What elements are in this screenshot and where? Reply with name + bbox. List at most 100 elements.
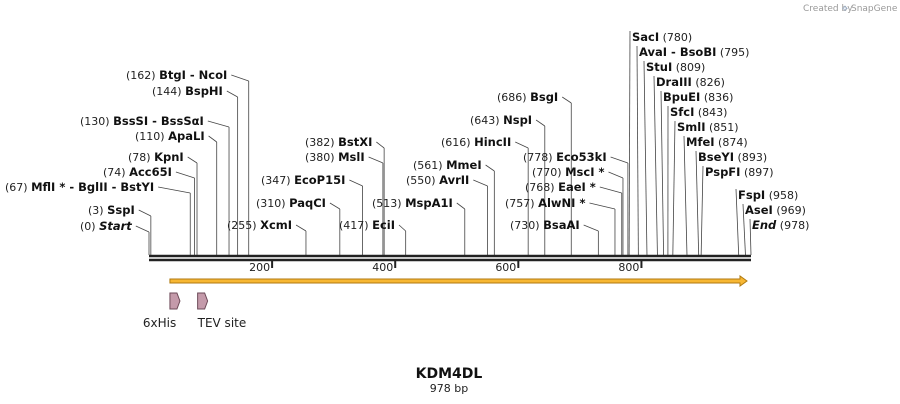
cut-site-label[interactable]: (730) BsaAI — [510, 218, 580, 232]
cut-site-label[interactable]: (757) AlwNI * — [505, 196, 585, 210]
cut-site-avai[interactable]: AvaI - BsoBI (795) — [639, 45, 749, 59]
cut-site-label[interactable]: (643) NspI — [470, 113, 532, 127]
cut-site-label[interactable]: (162) BtgI - NcoI — [126, 68, 227, 82]
cut-site-msli[interactable]: (380) MslI — [305, 150, 365, 164]
cut-site-kpni[interactable]: (78) KpnI — [128, 150, 184, 164]
cut-site-ecii[interactable]: (417) EciI — [339, 218, 395, 232]
feature-arrow[interactable] — [169, 292, 181, 310]
cut-site-leader — [207, 120, 230, 128]
cut-site-label[interactable]: SmlI (851) — [677, 120, 739, 134]
enzyme-name: AvaI — [639, 45, 667, 59]
cut-site-label[interactable]: (616) HincII — [441, 135, 511, 149]
cut-site-label[interactable]: (768) EaeI * — [525, 180, 596, 194]
cut-site-label[interactable]: (770) MscI * — [532, 165, 605, 179]
cut-site-asei[interactable]: AseI (969) — [745, 203, 806, 217]
cut-site-label[interactable]: (513) MspA1I — [372, 196, 453, 210]
cut-site-apali[interactable]: (110) ApaLI — [135, 129, 205, 143]
cut-site-bsgi[interactable]: (686) BsgI — [497, 90, 558, 104]
cut-site-fspi[interactable]: FspI (958) — [738, 188, 798, 202]
cut-site-label[interactable]: (417) EciI — [339, 218, 395, 232]
cut-site-mfli[interactable]: (67) MflI * - BglII - BstYI — [5, 180, 154, 194]
cut-site-label[interactable]: SfcI (843) — [670, 105, 727, 119]
cut-site-bsaai[interactable]: (730) BsaAI — [510, 218, 580, 232]
cut-site-label[interactable]: (3) SspI — [88, 203, 135, 217]
cut-site-label[interactable]: (130) BssSI - BssSαI — [80, 114, 204, 128]
snapgene-logo-icon: ⟡ — [842, 4, 848, 14]
enzyme-name: AlwNI * — [538, 196, 585, 210]
cut-site-msci[interactable]: (770) MscI * — [532, 165, 605, 179]
cut-site-end[interactable]: End (978) — [752, 218, 809, 232]
cut-site-label[interactable]: (310) PaqCI — [256, 196, 326, 210]
cut-site-ecop15i[interactable]: (347) EcoP15I — [261, 173, 345, 187]
cut-site-saci[interactable]: SacI (780) — [632, 30, 692, 44]
feature-6xhis[interactable]: 6xHis — [143, 292, 181, 330]
cut-site-smli[interactable]: SmlI (851) — [677, 120, 739, 134]
cut-site-eaei[interactable]: (768) EaeI * — [525, 180, 596, 194]
cut-site-xcmi[interactable]: (255) XcmI — [227, 218, 292, 232]
cut-site-leader — [473, 179, 488, 187]
cut-site-mspa1i[interactable]: (513) MspA1I — [372, 196, 453, 210]
cut-site-label[interactable]: (144) BspHI — [152, 84, 223, 98]
cut-site-leader — [561, 96, 572, 104]
feature-tev[interactable]: TEV site — [197, 292, 247, 330]
cut-site-sfci[interactable]: SfcI (843) — [670, 105, 727, 119]
cut-site-label[interactable]: (778) Eco53kI — [523, 150, 607, 164]
cut-site-leader — [138, 209, 152, 217]
cut-site-acc65i[interactable]: (74) Acc65I — [103, 165, 172, 179]
cut-site-label[interactable]: (561) MmeI — [413, 158, 482, 172]
cut-site-paqci[interactable]: (310) PaqCI — [256, 196, 326, 210]
cut-site-label[interactable]: BpuEI (836) — [663, 90, 733, 104]
cut-site-bsssi[interactable]: (130) BssSI - BssSαI — [80, 114, 204, 128]
cut-site-label[interactable]: (255) XcmI — [227, 218, 292, 232]
cut-site-draiii[interactable]: DraIII (826) — [656, 75, 725, 89]
cut-site-leader — [589, 202, 616, 210]
cut-site-sspi[interactable]: (3) SspI — [88, 203, 135, 217]
cut-site-label[interactable]: (382) BstXI — [305, 135, 372, 149]
cut-site-pspfi[interactable]: PspFI (897) — [705, 165, 774, 179]
cut-site-label[interactable]: DraIII (826) — [656, 75, 725, 89]
cut-site-label[interactable]: StuI (809) — [646, 60, 705, 74]
enzyme-name: BsgI — [530, 90, 558, 104]
cut-site-btgi[interactable]: (162) BtgI - NcoI — [126, 68, 227, 82]
cut-site-label[interactable]: MfeI (874) — [686, 135, 748, 149]
feature-arrow[interactable] — [197, 292, 209, 310]
cut-site-start[interactable]: (0) Start — [80, 219, 132, 233]
cut-site-leader — [535, 119, 546, 127]
cut-site-label[interactable]: (74) Acc65I — [103, 165, 172, 179]
cut-site-label[interactable]: (110) ApaLI — [135, 129, 205, 143]
cut-site-leader — [208, 135, 217, 143]
enzyme-name: EaeI * — [558, 180, 596, 194]
cut-site-hincii[interactable]: (616) HincII — [441, 135, 511, 149]
cut-site-position: (255) — [227, 219, 257, 232]
cut-site-label[interactable]: SacI (780) — [632, 30, 692, 44]
cut-site-label[interactable]: (0) Start — [80, 219, 132, 233]
cut-site-label[interactable]: End (978) — [752, 218, 809, 232]
cut-site-label[interactable]: AvaI - BsoBI (795) — [639, 45, 749, 59]
cut-site-label[interactable]: BseYI (893) — [698, 150, 767, 164]
cut-site-label[interactable]: (78) KpnI — [128, 150, 184, 164]
cut-site-stui[interactable]: StuI (809) — [646, 60, 705, 74]
cut-site-label[interactable]: (347) EcoP15I — [261, 173, 345, 187]
orf-arrow-shape[interactable] — [169, 275, 748, 287]
cut-site-alwnI[interactable]: (757) AlwNI * — [505, 196, 585, 210]
enzyme-name: PspFI — [705, 165, 740, 179]
cut-site-label[interactable]: FspI (958) — [738, 188, 798, 202]
orf-arrow[interactable] — [169, 275, 748, 287]
cut-site-bseyi[interactable]: BseYI (893) — [698, 150, 767, 164]
cut-site-label[interactable]: AseI (969) — [745, 203, 806, 217]
cut-site-label[interactable]: PspFI (897) — [705, 165, 774, 179]
cut-site-label[interactable]: (380) MslI — [305, 150, 365, 164]
enzyme-name: EciI — [372, 218, 395, 232]
cut-site-nspi[interactable]: (643) NspI — [470, 113, 532, 127]
cut-site-avrii[interactable]: (550) AvrII — [406, 173, 469, 187]
cut-site-label[interactable]: (686) BsgI — [497, 90, 558, 104]
cut-site-bpuei[interactable]: BpuEI (836) — [663, 90, 733, 104]
cut-site-eco53ki[interactable]: (778) Eco53kI — [523, 150, 607, 164]
cut-site-position: (809) — [676, 61, 706, 74]
cut-site-bsphi[interactable]: (144) BspHI — [152, 84, 223, 98]
cut-site-bstxi[interactable]: (382) BstXI — [305, 135, 372, 149]
cut-site-mfei[interactable]: MfeI (874) — [686, 135, 748, 149]
cut-site-mmei[interactable]: (561) MmeI — [413, 158, 482, 172]
cut-site-label[interactable]: (67) MflI * - BglII - BstYI — [5, 180, 154, 194]
cut-site-label[interactable]: (550) AvrII — [406, 173, 469, 187]
